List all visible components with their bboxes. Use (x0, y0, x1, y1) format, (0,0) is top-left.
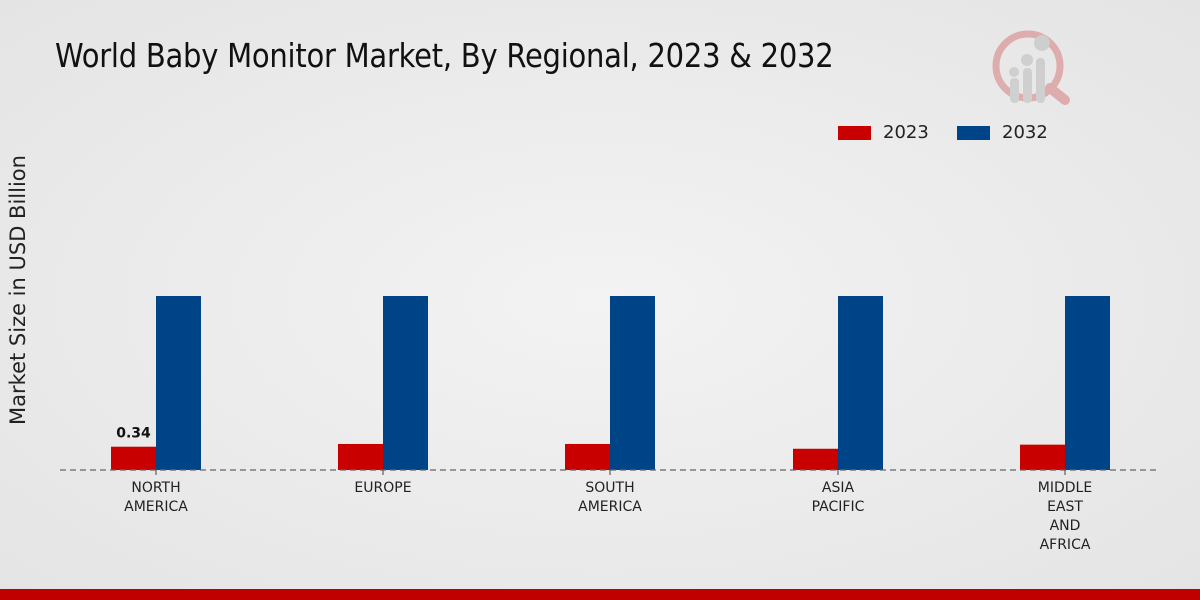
x-tick-label: EUROPE (354, 480, 411, 496)
bar-2023-2 (565, 443, 610, 470)
bar-2032-1 (383, 296, 428, 470)
bar-2032-3 (838, 296, 883, 470)
legend-item-2023: 2023 (838, 122, 929, 143)
x-tick-label: PACIFIC (812, 499, 865, 515)
x-tick-label: AFRICA (1040, 537, 1091, 553)
bar-2032-0 (156, 296, 201, 470)
x-tick-label: AND (1050, 518, 1081, 534)
legend-item-2032: 2032 (957, 122, 1048, 143)
bar-2023-1 (338, 443, 383, 470)
x-tick-label: MIDDLE (1038, 480, 1092, 496)
legend-label: 2032 (1002, 122, 1048, 143)
bar-2023-4 (1020, 444, 1065, 470)
x-tick-label: AMERICA (578, 499, 642, 515)
bar-2032-4 (1065, 296, 1110, 470)
legend-label: 2023 (883, 122, 929, 143)
footer-bar (0, 589, 1200, 600)
bar-2023-0 (111, 446, 156, 470)
x-tick-label: ASIA (822, 480, 855, 496)
legend-swatch-2023 (838, 125, 871, 140)
legend-swatch-2032 (957, 125, 990, 140)
x-tick-label: EAST (1047, 499, 1083, 515)
logo-icon (992, 30, 1070, 105)
chart-title: World Baby Monitor Market, By Regional, … (55, 36, 834, 75)
x-tick-label: SOUTH (585, 480, 634, 496)
bar-2032-2 (610, 296, 655, 470)
bar-2023-3 (793, 448, 838, 470)
x-tick-label: AMERICA (124, 499, 188, 515)
x-tick-label: NORTH (131, 480, 180, 496)
data-label: 0.34 (116, 426, 151, 442)
